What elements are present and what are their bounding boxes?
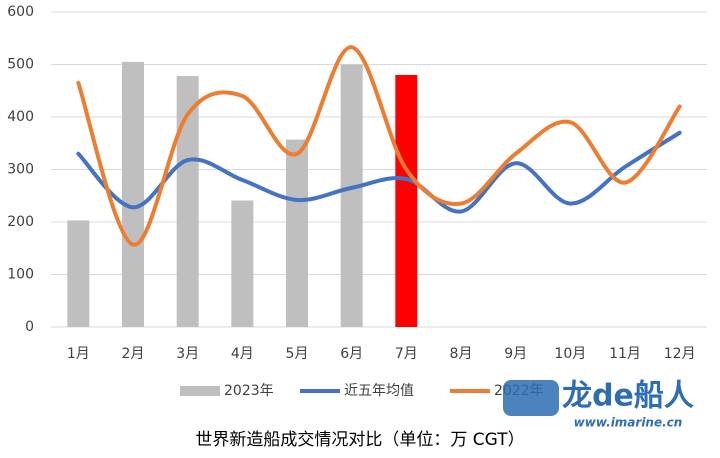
y-tick-label: 200	[7, 214, 34, 230]
x-tick-label: 3月	[176, 346, 199, 362]
bar	[67, 220, 90, 327]
x-tick-label: 2月	[122, 346, 145, 362]
x-tick-label: 12月	[664, 346, 696, 362]
bar	[395, 75, 418, 327]
bar	[286, 139, 308, 327]
watermark-brand: 龙de船人	[562, 379, 694, 414]
legend-swatch	[180, 386, 220, 396]
x-tick-label: 1月	[67, 346, 90, 362]
bar	[231, 200, 254, 327]
y-tick-label: 100	[7, 267, 34, 283]
chart-title: 世界新造船成交情况对比（单位：万 CGT）	[195, 430, 524, 450]
watermark: 龙de船人 www.imarine.cn	[503, 379, 694, 430]
x-tick-label: 8月	[450, 346, 473, 362]
bar	[176, 76, 199, 327]
y-tick-label: 500	[7, 57, 34, 73]
watermark-logo	[503, 380, 559, 416]
x-tick-label: 6月	[340, 346, 363, 362]
line	[76, 45, 682, 247]
legend-label: 近五年均值	[344, 383, 414, 399]
y-tick-label: 300	[7, 162, 34, 178]
x-tick-label: 11月	[609, 346, 641, 362]
watermark-url: www.imarine.cn	[574, 416, 683, 430]
x-tick-label: 9月	[504, 346, 527, 362]
line	[76, 130, 682, 214]
x-tick-label: 5月	[286, 346, 309, 362]
x-tick-label: 4月	[231, 346, 254, 362]
x-tick-label: 10月	[554, 346, 586, 362]
y-tick-label: 400	[7, 109, 34, 125]
bar	[122, 61, 144, 327]
y-tick-label: 600	[7, 4, 34, 20]
x-tick-label: 7月	[395, 346, 418, 362]
bar	[340, 64, 363, 327]
y-tick-label: 0	[25, 319, 34, 335]
legend-label: 2023年	[224, 383, 274, 399]
